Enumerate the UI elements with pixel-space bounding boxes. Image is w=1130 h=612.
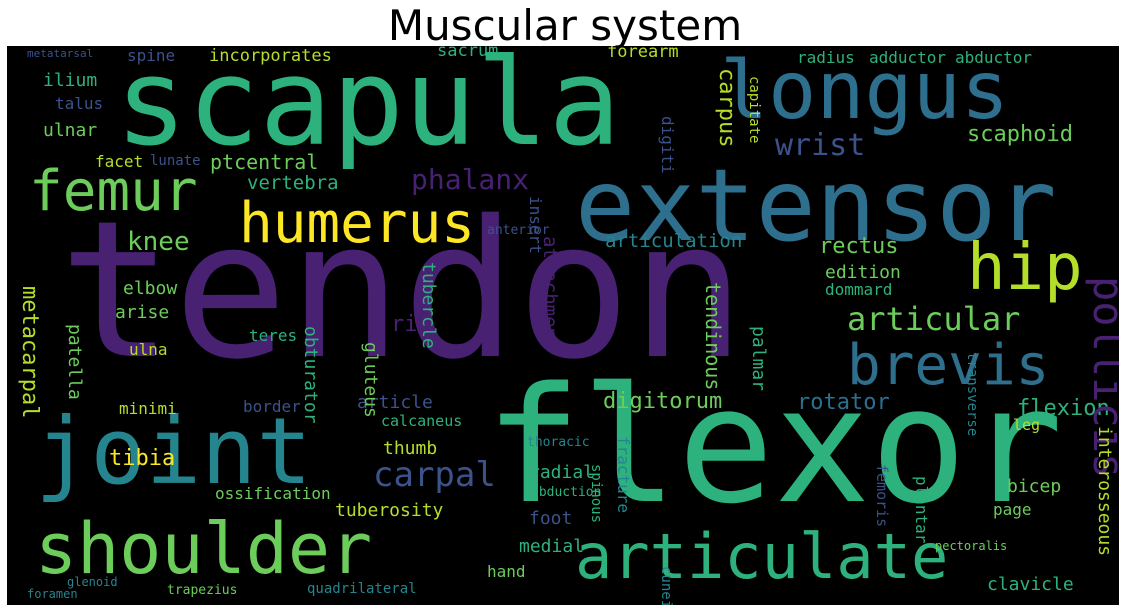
word-joint: joint xyxy=(35,398,312,505)
word-ilium: ilium xyxy=(43,70,98,91)
word-digitorum: digitorum xyxy=(603,389,723,414)
word-rectus: rectus xyxy=(819,234,899,259)
word-phalanx: phalanx xyxy=(411,163,530,196)
word-obturator: obturator xyxy=(300,326,321,424)
word-carpal: carpal xyxy=(373,455,496,495)
word-gluteus: gluteus xyxy=(360,342,381,418)
word-brevis: brevis xyxy=(847,333,1050,398)
word-radial: radial xyxy=(529,462,595,483)
word-talus: talus xyxy=(55,94,104,113)
word-cloud: tendon scapula flexor extensor longus jo… xyxy=(7,46,1119,605)
word-thumb: thumb xyxy=(383,438,438,459)
word-tibia: tibia xyxy=(109,446,176,471)
word-leg: leg xyxy=(1013,416,1041,434)
word-femur: femur xyxy=(29,159,198,224)
word-cuneiform: cuneiform xyxy=(658,566,674,605)
word-abduction: abduction xyxy=(531,485,602,500)
word-tendon: tendon xyxy=(59,180,746,401)
page-title: Muscular system xyxy=(387,1,743,50)
word-digiti: digiti xyxy=(658,116,677,174)
word-ossification: ossification xyxy=(215,484,331,503)
word-dommard: dommard xyxy=(825,280,893,299)
word-flexion: flexion xyxy=(1017,396,1110,421)
word-teres: teres xyxy=(249,326,298,345)
word-transverse: transverse xyxy=(964,352,980,437)
word-glenoid: glenoid xyxy=(67,575,118,589)
word-ulnar: ulnar xyxy=(43,120,98,141)
word-humerus: humerus xyxy=(239,191,476,256)
word-flexor: flexor xyxy=(485,352,1063,539)
word-rib: rib xyxy=(391,312,431,337)
word-quadrilateral: quadrilateral xyxy=(307,581,417,597)
word-scapula: scapula xyxy=(115,46,621,173)
word-ptcentral: ptcentral xyxy=(210,150,319,174)
word-knee: knee xyxy=(127,227,190,257)
word-longus: longus xyxy=(720,46,1009,137)
word-rotator: rotator xyxy=(797,390,890,415)
word-articulation: articulation xyxy=(605,230,743,252)
word-forearm: forearm xyxy=(607,46,679,62)
word-border: border xyxy=(243,397,301,416)
word-interosseous: interosseous xyxy=(1094,426,1115,557)
word-ulna: ulna xyxy=(129,340,168,359)
word-elbow: elbow xyxy=(123,278,178,299)
word-sacrum: sacrum xyxy=(437,46,499,61)
word-anterior: anterior xyxy=(487,223,550,238)
word-pectoralis: pectoralis xyxy=(935,539,1008,553)
word-bicep: bicep xyxy=(1007,476,1062,497)
word-wrist: wrist xyxy=(775,128,866,163)
word-minimi: minimi xyxy=(119,399,177,418)
word-abductor: abductor xyxy=(955,48,1033,67)
word-scaphoid: scaphoid xyxy=(967,122,1073,147)
word-tendinous: tendinous xyxy=(701,282,725,391)
word-plantar: plantar xyxy=(912,476,931,544)
word-articular: articular xyxy=(847,300,1021,338)
word-metatarsal: metatarsal xyxy=(27,47,94,60)
word-foot: foot xyxy=(529,508,573,529)
word-clavicle: clavicle xyxy=(987,574,1074,595)
word-thoracic: thoracic xyxy=(527,435,590,450)
word-patella: patella xyxy=(64,324,85,400)
word-incorporates: incorporates xyxy=(209,46,332,66)
word-palmar: palmar xyxy=(748,326,769,392)
word-spinous: spinous xyxy=(588,464,604,524)
word-spine: spine xyxy=(127,46,176,65)
word-metacarpal: metacarpal xyxy=(17,286,42,419)
word-arise: arise xyxy=(115,302,170,323)
word-calcaneus: calcaneus xyxy=(381,412,463,430)
word-fracture: fracture xyxy=(614,436,633,514)
word-capitate: capitate xyxy=(746,76,762,144)
word-hip: hip xyxy=(967,231,1083,305)
word-tuberosity: tuberosity xyxy=(335,500,444,521)
word-adductor: adductor xyxy=(869,48,947,67)
word-foramen: foramen xyxy=(27,587,78,601)
word-extensor: extensor xyxy=(575,147,1057,264)
word-article: article xyxy=(357,392,433,413)
word-facet: facet xyxy=(95,152,144,171)
word-shoulder: shoulder xyxy=(35,508,373,590)
word-radius: radius xyxy=(797,48,855,67)
word-insert: insert xyxy=(526,196,545,254)
word-medial: medial xyxy=(519,536,585,557)
word-trapezius: trapezius xyxy=(167,583,238,598)
word-page: page xyxy=(993,500,1032,519)
word-femoris: femoris xyxy=(873,464,891,528)
word-carpus: carpus xyxy=(714,68,739,148)
word-tubercle: tubercle xyxy=(418,262,439,349)
word-vertebra: vertebra xyxy=(247,172,339,194)
word-edition: edition xyxy=(825,262,901,283)
word-articulate: articulate xyxy=(575,520,949,593)
word-lunate: lunate xyxy=(150,153,201,169)
word-hand: hand xyxy=(487,562,526,581)
